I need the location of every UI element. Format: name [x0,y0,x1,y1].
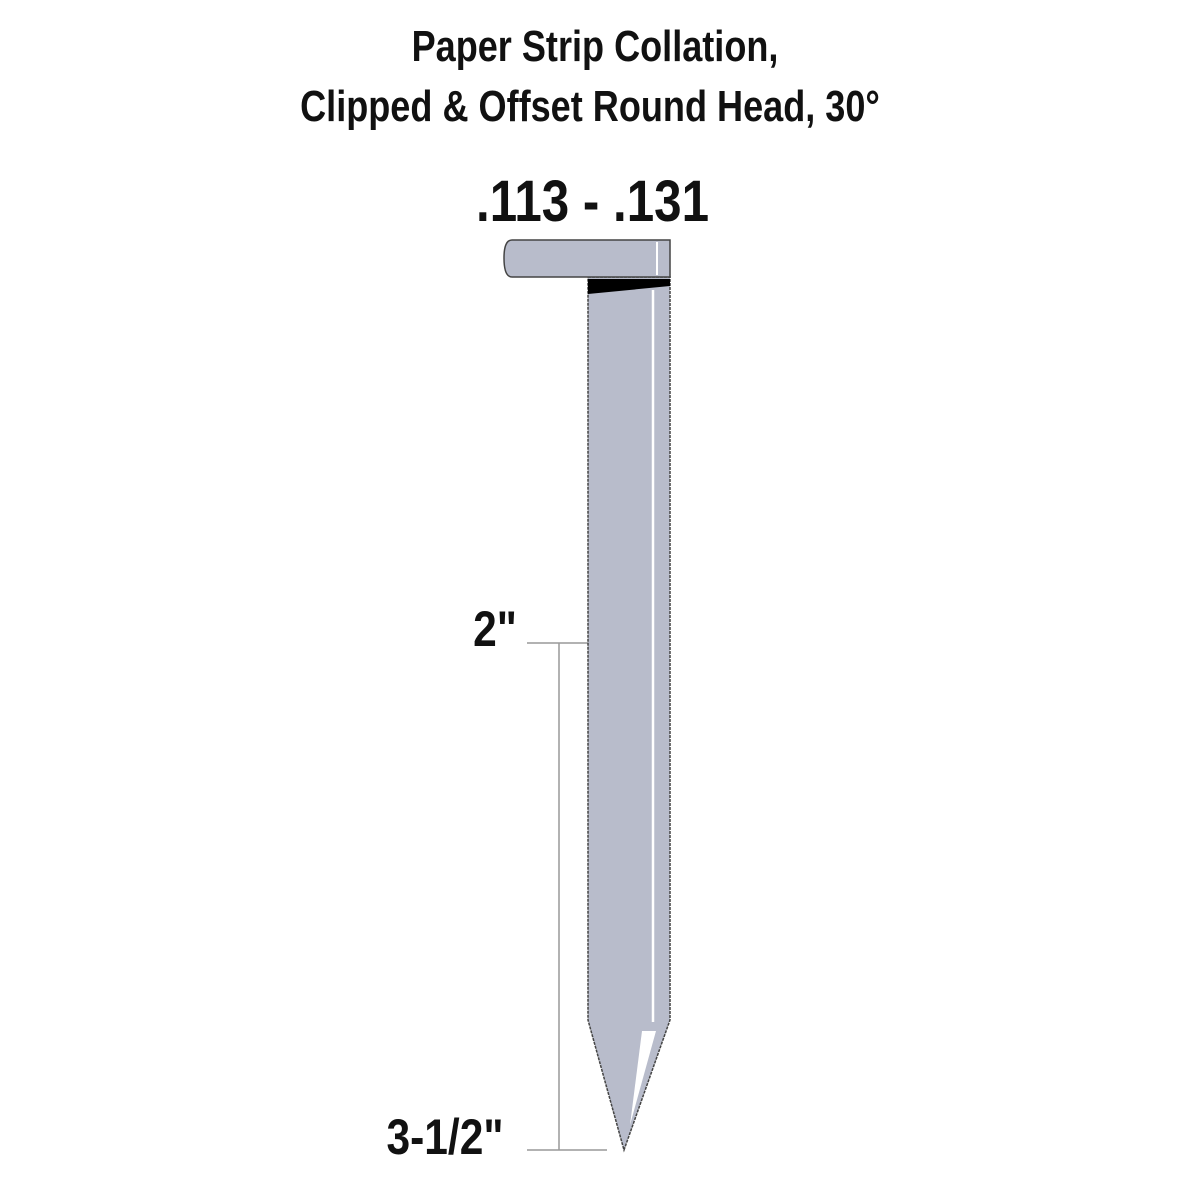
length-min-label: 2" [473,601,517,657]
paper-strip-wedge [588,279,670,294]
title-line-2: Clipped & Offset Round Head, 30° [300,82,880,131]
nail [503,239,671,1153]
title-line-1: Paper Strip Collation, [411,22,779,71]
length-max-label: 3-1/2" [386,1109,504,1165]
tip-highlight [630,1031,656,1125]
nail-shank [587,276,671,1153]
gauge-range-label: .113 - .131 [475,169,710,234]
nail-head [503,239,671,278]
